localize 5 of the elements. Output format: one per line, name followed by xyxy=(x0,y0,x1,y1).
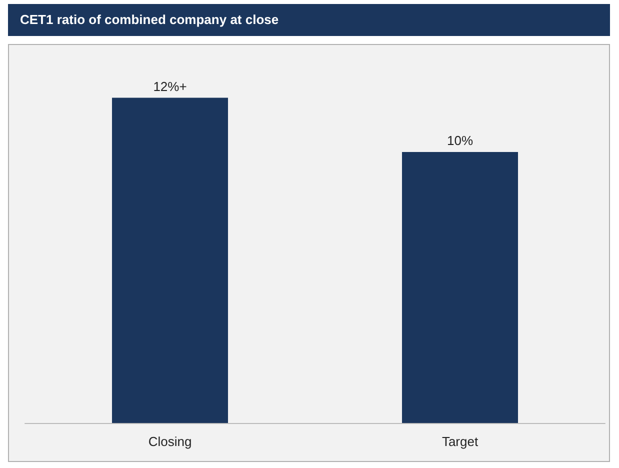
data-label: 10% xyxy=(446,132,474,148)
chart-title: CET1 ratio of combined company at close xyxy=(8,4,610,36)
x-tick-label: Closing xyxy=(148,434,192,449)
x-tick-label: Target xyxy=(442,434,478,449)
data-label: 12%+ xyxy=(153,78,187,94)
